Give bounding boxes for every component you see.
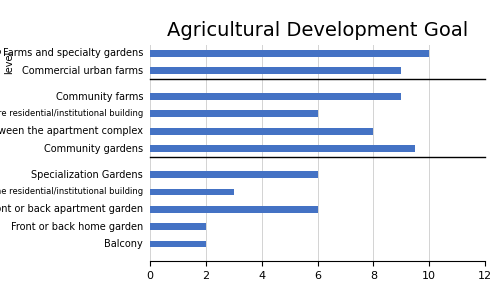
Bar bbox=[150, 171, 318, 178]
Text: Community gardens: Community gardens bbox=[44, 144, 143, 154]
Text: on one residential/institutional building: on one residential/institutional buildin… bbox=[0, 187, 143, 197]
Bar bbox=[150, 110, 318, 117]
Text: Commercial urban farms: Commercial urban farms bbox=[22, 66, 143, 75]
Text: Gardens between the apartment complex: Gardens between the apartment complex bbox=[0, 126, 143, 136]
Title: Agricultural Development Goal: Agricultural Development Goal bbox=[167, 21, 468, 40]
Text: Micro level: Micro level bbox=[0, 183, 2, 236]
Bar bbox=[150, 145, 415, 152]
Bar bbox=[150, 223, 206, 230]
Text: on more residential/institutional building: on more residential/institutional buildi… bbox=[0, 109, 143, 119]
Text: Specialization Gardens: Specialization Gardens bbox=[32, 170, 143, 180]
Bar bbox=[150, 241, 206, 247]
Bar bbox=[150, 50, 429, 57]
Text: Front or back home garden: Front or back home garden bbox=[11, 222, 143, 232]
Text: The front or back apartment garden: The front or back apartment garden bbox=[0, 204, 143, 214]
Text: Medium
to Large
level: Medium to Large level bbox=[0, 42, 14, 82]
Text: Balcony: Balcony bbox=[104, 239, 143, 249]
Bar bbox=[150, 67, 401, 74]
Text: Farms and specialty gardens: Farms and specialty gardens bbox=[2, 48, 143, 58]
Text: Community farms: Community farms bbox=[56, 91, 143, 102]
Bar bbox=[150, 93, 401, 100]
Bar bbox=[150, 189, 234, 195]
Text: Small level: Small level bbox=[0, 96, 2, 149]
Bar bbox=[150, 206, 318, 213]
Bar bbox=[150, 128, 374, 135]
